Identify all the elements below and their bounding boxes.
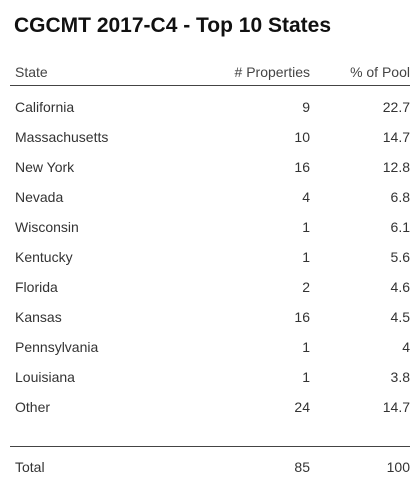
table-body: California 9 22.7 Massachusetts 10 14.7 … [10,86,410,422]
total-pool: 100 [386,459,410,475]
pool-cell: 4.6 [390,279,410,295]
properties-cell: 24 [294,399,310,415]
table-row: Kentucky 1 5.6 [10,242,410,272]
table-row: Louisiana 1 3.8 [10,362,410,392]
state-cell: Louisiana [15,369,75,385]
total-label: Total [15,459,45,475]
table-row: Massachusetts 10 14.7 [10,122,410,152]
pool-cell: 12.8 [382,159,410,175]
properties-cell: 9 [302,99,310,115]
table-row: Florida 2 4.6 [10,272,410,302]
table-row: Other 24 14.7 [10,392,410,422]
pool-cell: 22.7 [382,99,410,115]
pool-cell: 6.1 [390,219,410,235]
header-state: State [15,64,48,80]
pool-cell: 6.8 [390,189,410,205]
pool-cell: 4.5 [390,309,410,325]
table-row: California 9 22.7 [10,92,410,122]
state-cell: Nevada [15,189,64,205]
total-row: Total 85 100 [10,452,410,482]
header-pool: % of Pool [350,64,410,80]
properties-cell: 16 [294,159,310,175]
properties-cell: 10 [294,129,310,145]
table-header: State # Properties % of Pool [10,64,410,86]
properties-cell: 2 [302,279,310,295]
table-row: New York 16 12.8 [10,152,410,182]
states-table: State # Properties % of Pool California … [10,64,410,482]
state-cell: Florida [15,279,58,295]
pool-cell: 14.7 [382,399,410,415]
state-cell: Kentucky [15,249,73,265]
state-cell: Wisconsin [15,219,79,235]
pool-cell: 3.8 [390,369,410,385]
total-divider [10,422,410,447]
pool-cell: 5.6 [390,249,410,265]
table-row: Nevada 4 6.8 [10,182,410,212]
page-title: CGCMT 2017-C4 - Top 10 States [14,14,332,37]
state-cell: Kansas [15,309,62,325]
state-cell: Massachusetts [15,129,109,145]
properties-cell: 1 [302,219,310,235]
properties-cell: 1 [302,369,310,385]
table-row: Kansas 16 4.5 [10,302,410,332]
pool-cell: 14.7 [382,129,410,145]
table-row: Pennsylvania 1 4 [10,332,410,362]
properties-cell: 1 [302,249,310,265]
properties-cell: 4 [302,189,310,205]
properties-cell: 16 [294,309,310,325]
properties-cell: 1 [302,339,310,355]
state-cell: Other [15,399,51,415]
state-cell: Pennsylvania [15,339,99,355]
total-properties: 85 [294,459,310,475]
pool-cell: 4 [402,339,410,355]
header-properties: # Properties [234,64,310,80]
table-row: Wisconsin 1 6.1 [10,212,410,242]
state-cell: California [15,99,75,115]
state-cell: New York [15,159,75,175]
